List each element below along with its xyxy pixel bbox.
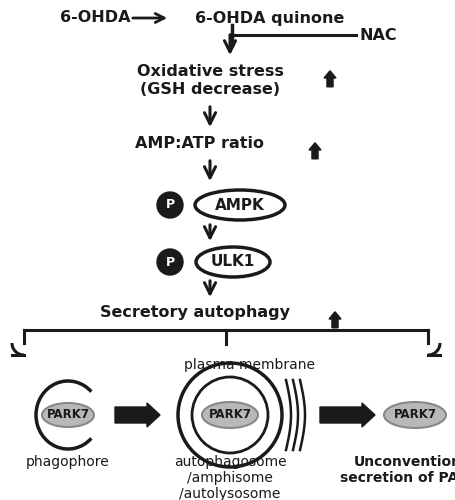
FancyArrow shape (324, 71, 335, 87)
Circle shape (192, 377, 268, 453)
Text: Oxidative stress: Oxidative stress (136, 64, 283, 80)
Text: P: P (165, 198, 174, 211)
Ellipse shape (42, 403, 94, 427)
Text: PARK7: PARK7 (46, 408, 89, 422)
Circle shape (177, 363, 281, 467)
FancyArrow shape (328, 312, 340, 328)
Ellipse shape (383, 402, 445, 428)
Text: autophagosome
/amphisome
/autolysosome: autophagosome /amphisome /autolysosome (173, 455, 286, 500)
Text: PARK7: PARK7 (393, 408, 435, 422)
Text: NAC: NAC (359, 28, 397, 42)
Circle shape (157, 249, 182, 275)
Text: AMP:ATP ratio: AMP:ATP ratio (135, 136, 264, 152)
FancyArrow shape (308, 143, 320, 159)
Text: phagophore: phagophore (26, 455, 110, 469)
Text: PARK7: PARK7 (208, 408, 251, 422)
FancyArrow shape (319, 403, 374, 427)
Text: plasma membrane: plasma membrane (184, 358, 315, 372)
Text: AMPK: AMPK (215, 198, 264, 212)
Ellipse shape (196, 247, 269, 277)
Text: Secretory autophagy: Secretory autophagy (100, 306, 289, 320)
Circle shape (157, 192, 182, 218)
Text: ULK1: ULK1 (210, 254, 254, 270)
Text: 6-OHDA: 6-OHDA (60, 10, 130, 26)
Ellipse shape (195, 190, 284, 220)
Text: (GSH decrease): (GSH decrease) (140, 82, 279, 98)
Ellipse shape (202, 402, 258, 428)
Text: Unconventional
secretion of PARK7: Unconventional secretion of PARK7 (339, 455, 455, 485)
Text: P: P (165, 256, 174, 268)
Text: 6-OHDA quinone: 6-OHDA quinone (195, 10, 344, 26)
FancyArrow shape (115, 403, 160, 427)
